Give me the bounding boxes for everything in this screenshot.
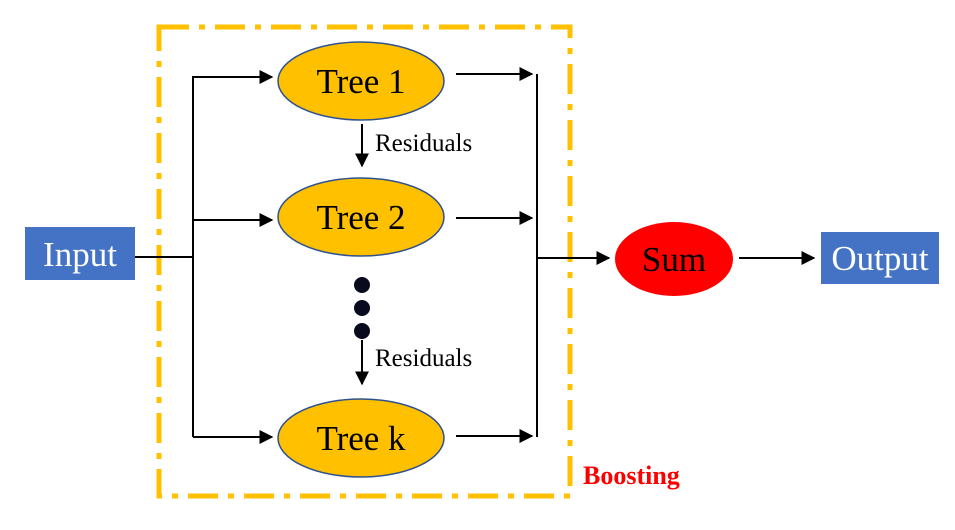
- tree-k-ellipse: [277, 398, 445, 478]
- output-label: Output: [831, 239, 929, 278]
- sum-node: Sum: [615, 222, 733, 296]
- tree-k-node: Tree k: [277, 398, 445, 478]
- ellipsis-dot: [354, 323, 370, 339]
- output-box: [821, 232, 939, 284]
- tree-k-label: Tree k: [316, 419, 406, 458]
- ellipsis-dot: [354, 300, 370, 316]
- boosting-label: Boosting: [583, 461, 680, 490]
- sum-label: Sum: [642, 240, 706, 279]
- ellipsis-dots: [354, 277, 370, 339]
- tree-2-label: Tree 2: [316, 198, 405, 237]
- boosting-frame: [156, 24, 573, 499]
- tree-2-node: Tree 2: [277, 177, 445, 257]
- input-label: Input: [43, 235, 117, 274]
- tree-1-label: Tree 1: [316, 62, 405, 101]
- tree-2-ellipse: [277, 177, 445, 257]
- residual-label-2: Residuals: [375, 345, 472, 372]
- tree-1-node: Tree 1: [277, 41, 445, 121]
- ellipsis-dot: [354, 277, 370, 293]
- tree-1-ellipse: [277, 41, 445, 121]
- input-node: Input: [25, 227, 135, 280]
- sum-ellipse: [615, 222, 733, 296]
- output-node: Output: [821, 232, 939, 284]
- input-box: [25, 227, 135, 280]
- residual-label-1: Residuals: [375, 130, 472, 157]
